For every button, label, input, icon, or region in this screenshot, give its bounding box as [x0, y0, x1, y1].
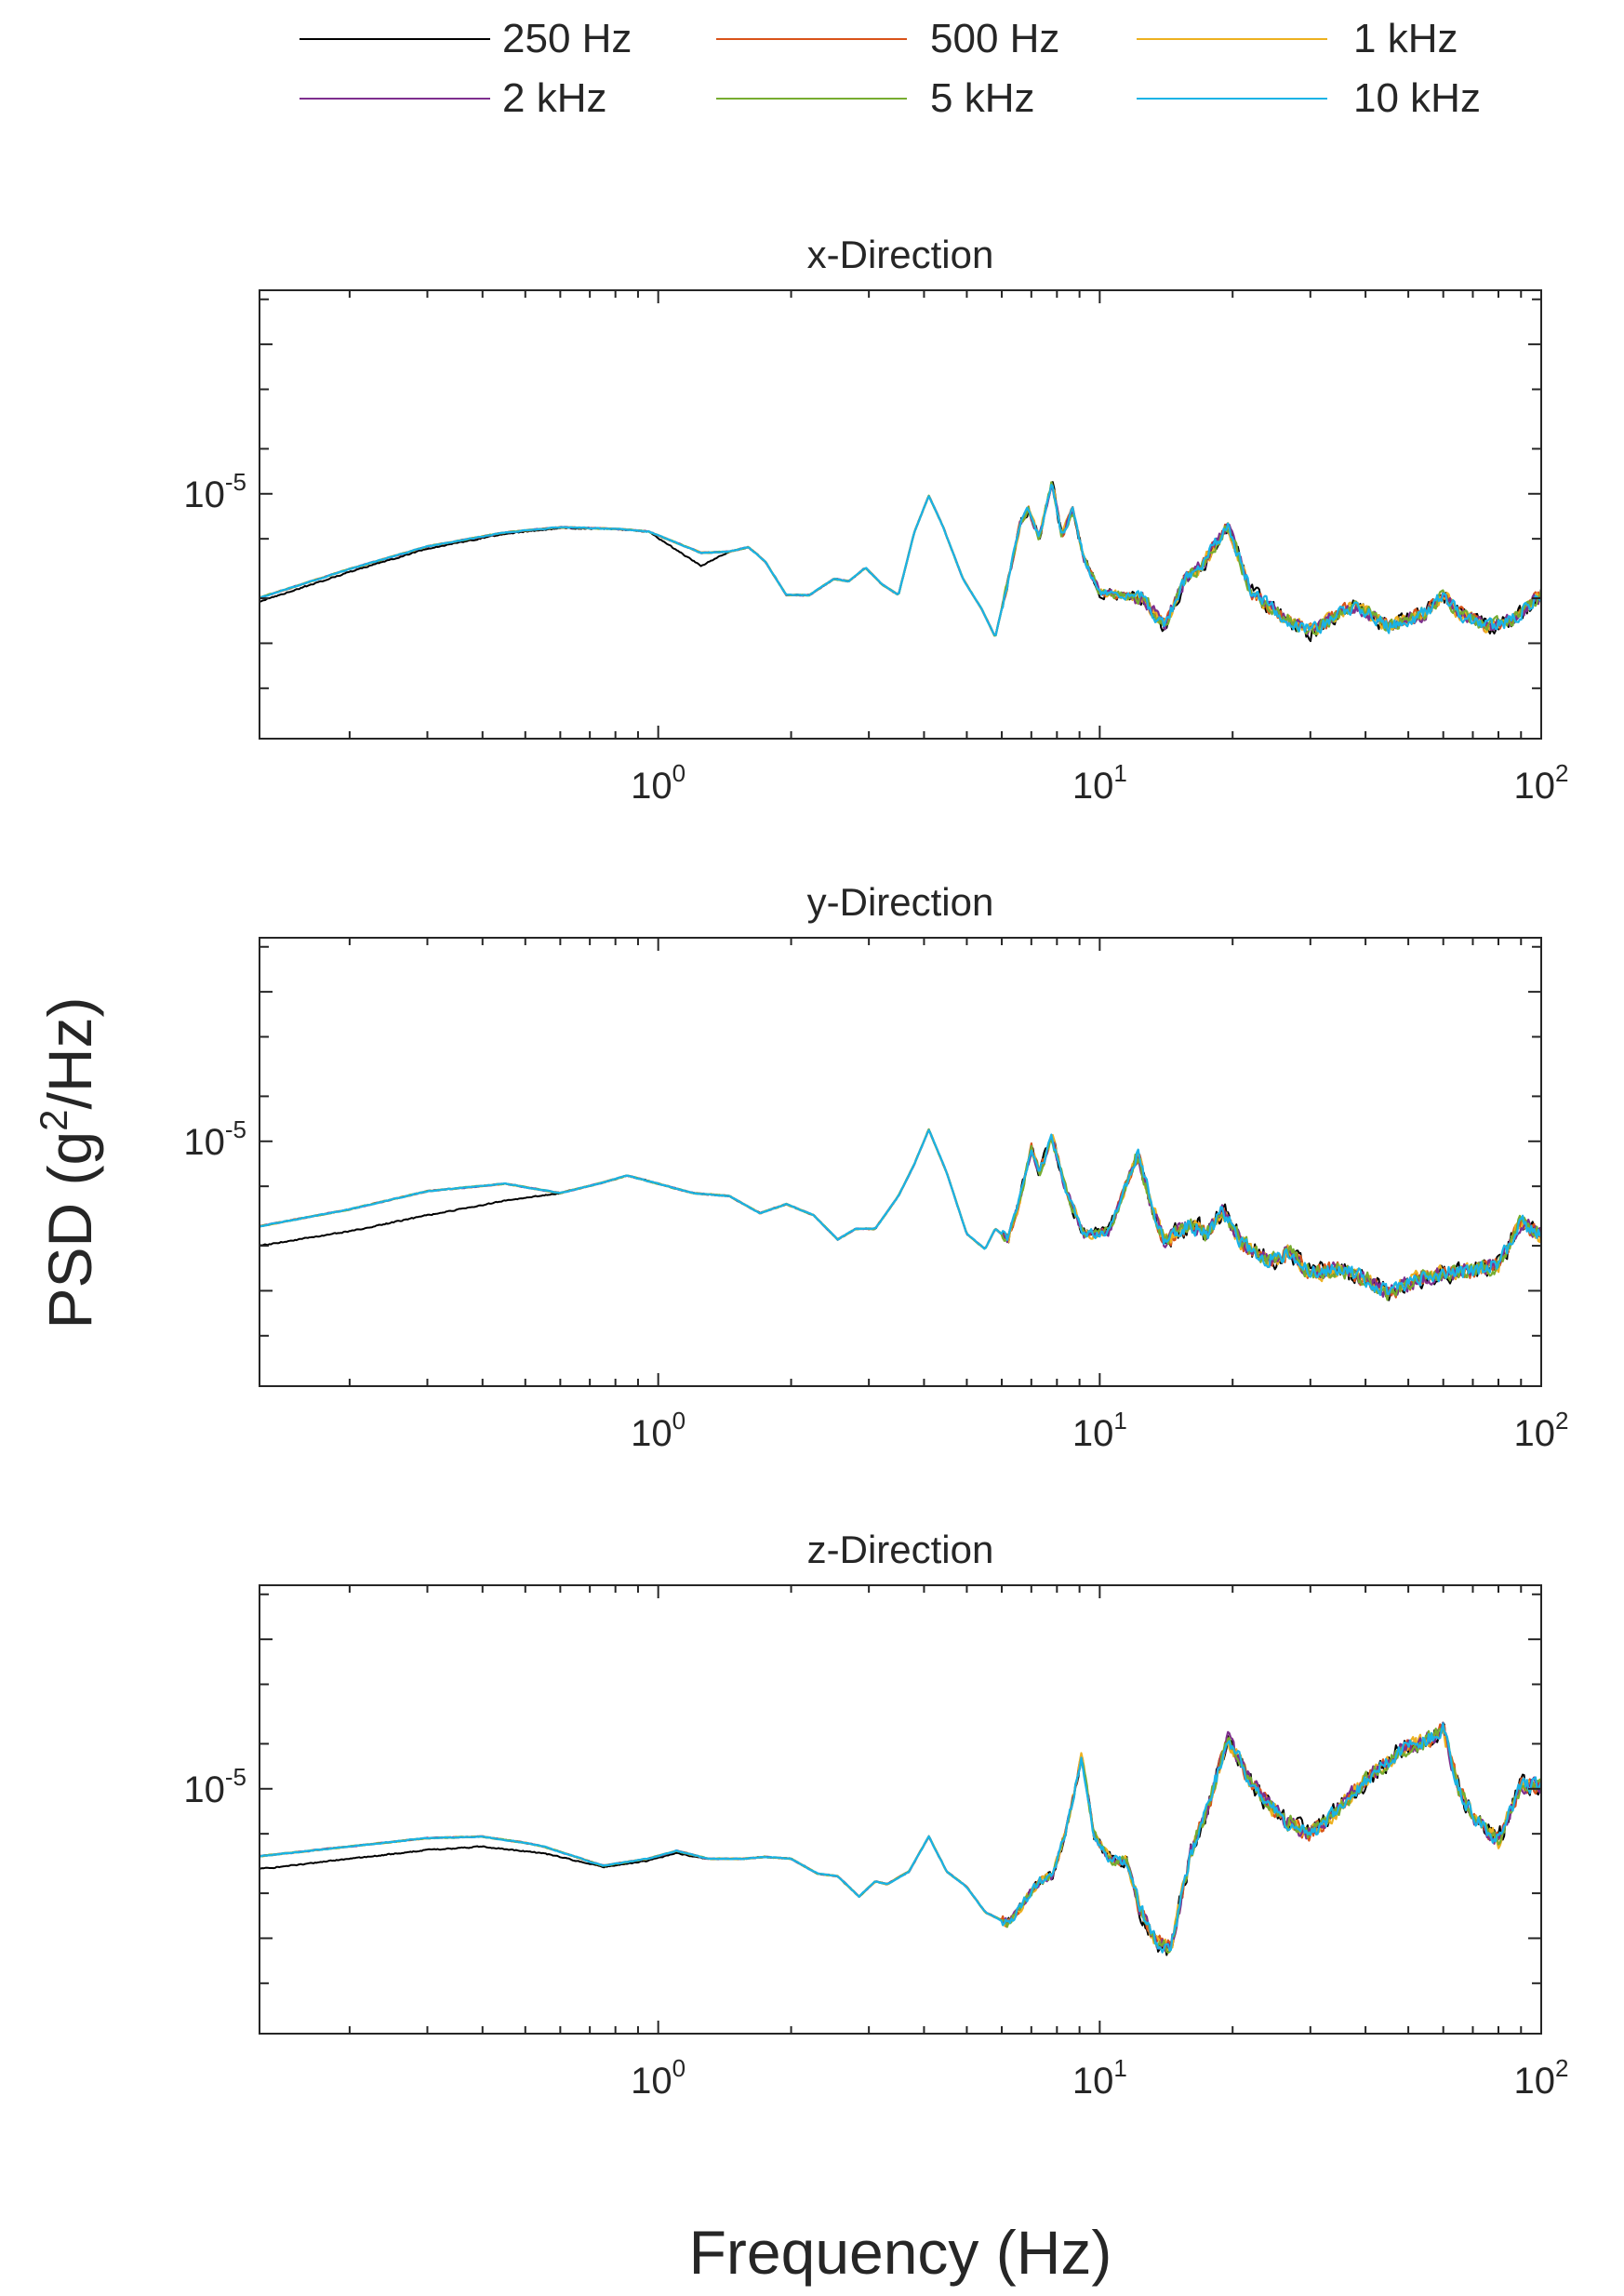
- series-line: [260, 1128, 1541, 1297]
- x-tick-label: 102: [1514, 2054, 1569, 2102]
- panel-title: z-Direction: [807, 1528, 994, 1571]
- panel-y-direction: y-Direction 100 101 102 10-5: [183, 880, 1568, 1454]
- y-tick-label: 10-5: [183, 1763, 246, 1810]
- x-tick-label: 101: [1072, 759, 1127, 807]
- x-tick-label: 101: [1072, 1407, 1127, 1454]
- x-axis-label: Frequency (Hz): [689, 2218, 1112, 2287]
- axes-layer: 100 101 102 10-5: [183, 290, 1568, 807]
- y-tick-label: 10-5: [183, 1115, 246, 1163]
- panel-x-direction: x-Direction 100 101 102 10-5: [183, 233, 1568, 807]
- plot-frame: [259, 1584, 1542, 2035]
- legend-label: 5 kHz: [930, 75, 1034, 121]
- x-tick-label: 100: [631, 1407, 686, 1454]
- x-tick-label: 102: [1514, 759, 1569, 807]
- x-tick-label: 100: [631, 2054, 686, 2102]
- series-layer: [260, 1128, 1541, 1302]
- series-line: [260, 484, 1541, 636]
- series-line: [260, 1723, 1541, 1950]
- legend: 250 Hz 500 Hz 1 kHz 2 kHz 5 kHz 10 kHz: [300, 16, 1481, 121]
- axes-layer: 100 101 102 10-5: [183, 938, 1568, 1454]
- y-axis-label: PSD (g2/Hz): [32, 996, 104, 1328]
- plot-frame: [259, 289, 1542, 740]
- legend-label: 1 kHz: [1353, 16, 1458, 61]
- legend-label: 2 kHz: [502, 75, 606, 121]
- series-line: [260, 1722, 1541, 1954]
- panel-title: y-Direction: [807, 880, 994, 924]
- y-tick-label: 10-5: [183, 468, 246, 515]
- x-tick-label: 102: [1514, 1407, 1569, 1454]
- legend-label: 500 Hz: [930, 16, 1059, 61]
- panel-title: x-Direction: [807, 233, 994, 276]
- x-tick-label: 101: [1072, 2054, 1127, 2102]
- series-line: [260, 481, 1541, 643]
- series-layer: [260, 481, 1541, 643]
- plot-frame: [259, 937, 1542, 1387]
- x-tick-label: 100: [631, 759, 686, 807]
- legend-label: 250 Hz: [502, 16, 632, 61]
- axes-layer: 100 101 102 10-5: [183, 1585, 1568, 2102]
- legend-label: 10 kHz: [1353, 75, 1481, 121]
- panel-z-direction: z-Direction 100 101 102 10-5: [183, 1528, 1568, 2102]
- series-layer: [260, 1721, 1541, 1956]
